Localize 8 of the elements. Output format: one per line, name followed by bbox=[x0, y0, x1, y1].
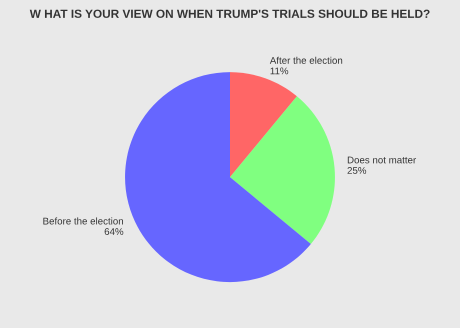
slice-label: Before the election bbox=[43, 217, 124, 225]
data-label: 25% bbox=[348, 167, 366, 174]
data-label: 64% bbox=[104, 228, 124, 236]
pie-slice bbox=[230, 96, 335, 244]
data-label: 11% bbox=[270, 68, 288, 74]
chart-title: W HAT IS YOUR VIEW ON WHEN TRUMP'S TRIALS SHOULD BE HELD? bbox=[30, 10, 430, 18]
slice-label: After the election bbox=[270, 56, 342, 64]
slice-label: Does not matter bbox=[348, 156, 416, 164]
